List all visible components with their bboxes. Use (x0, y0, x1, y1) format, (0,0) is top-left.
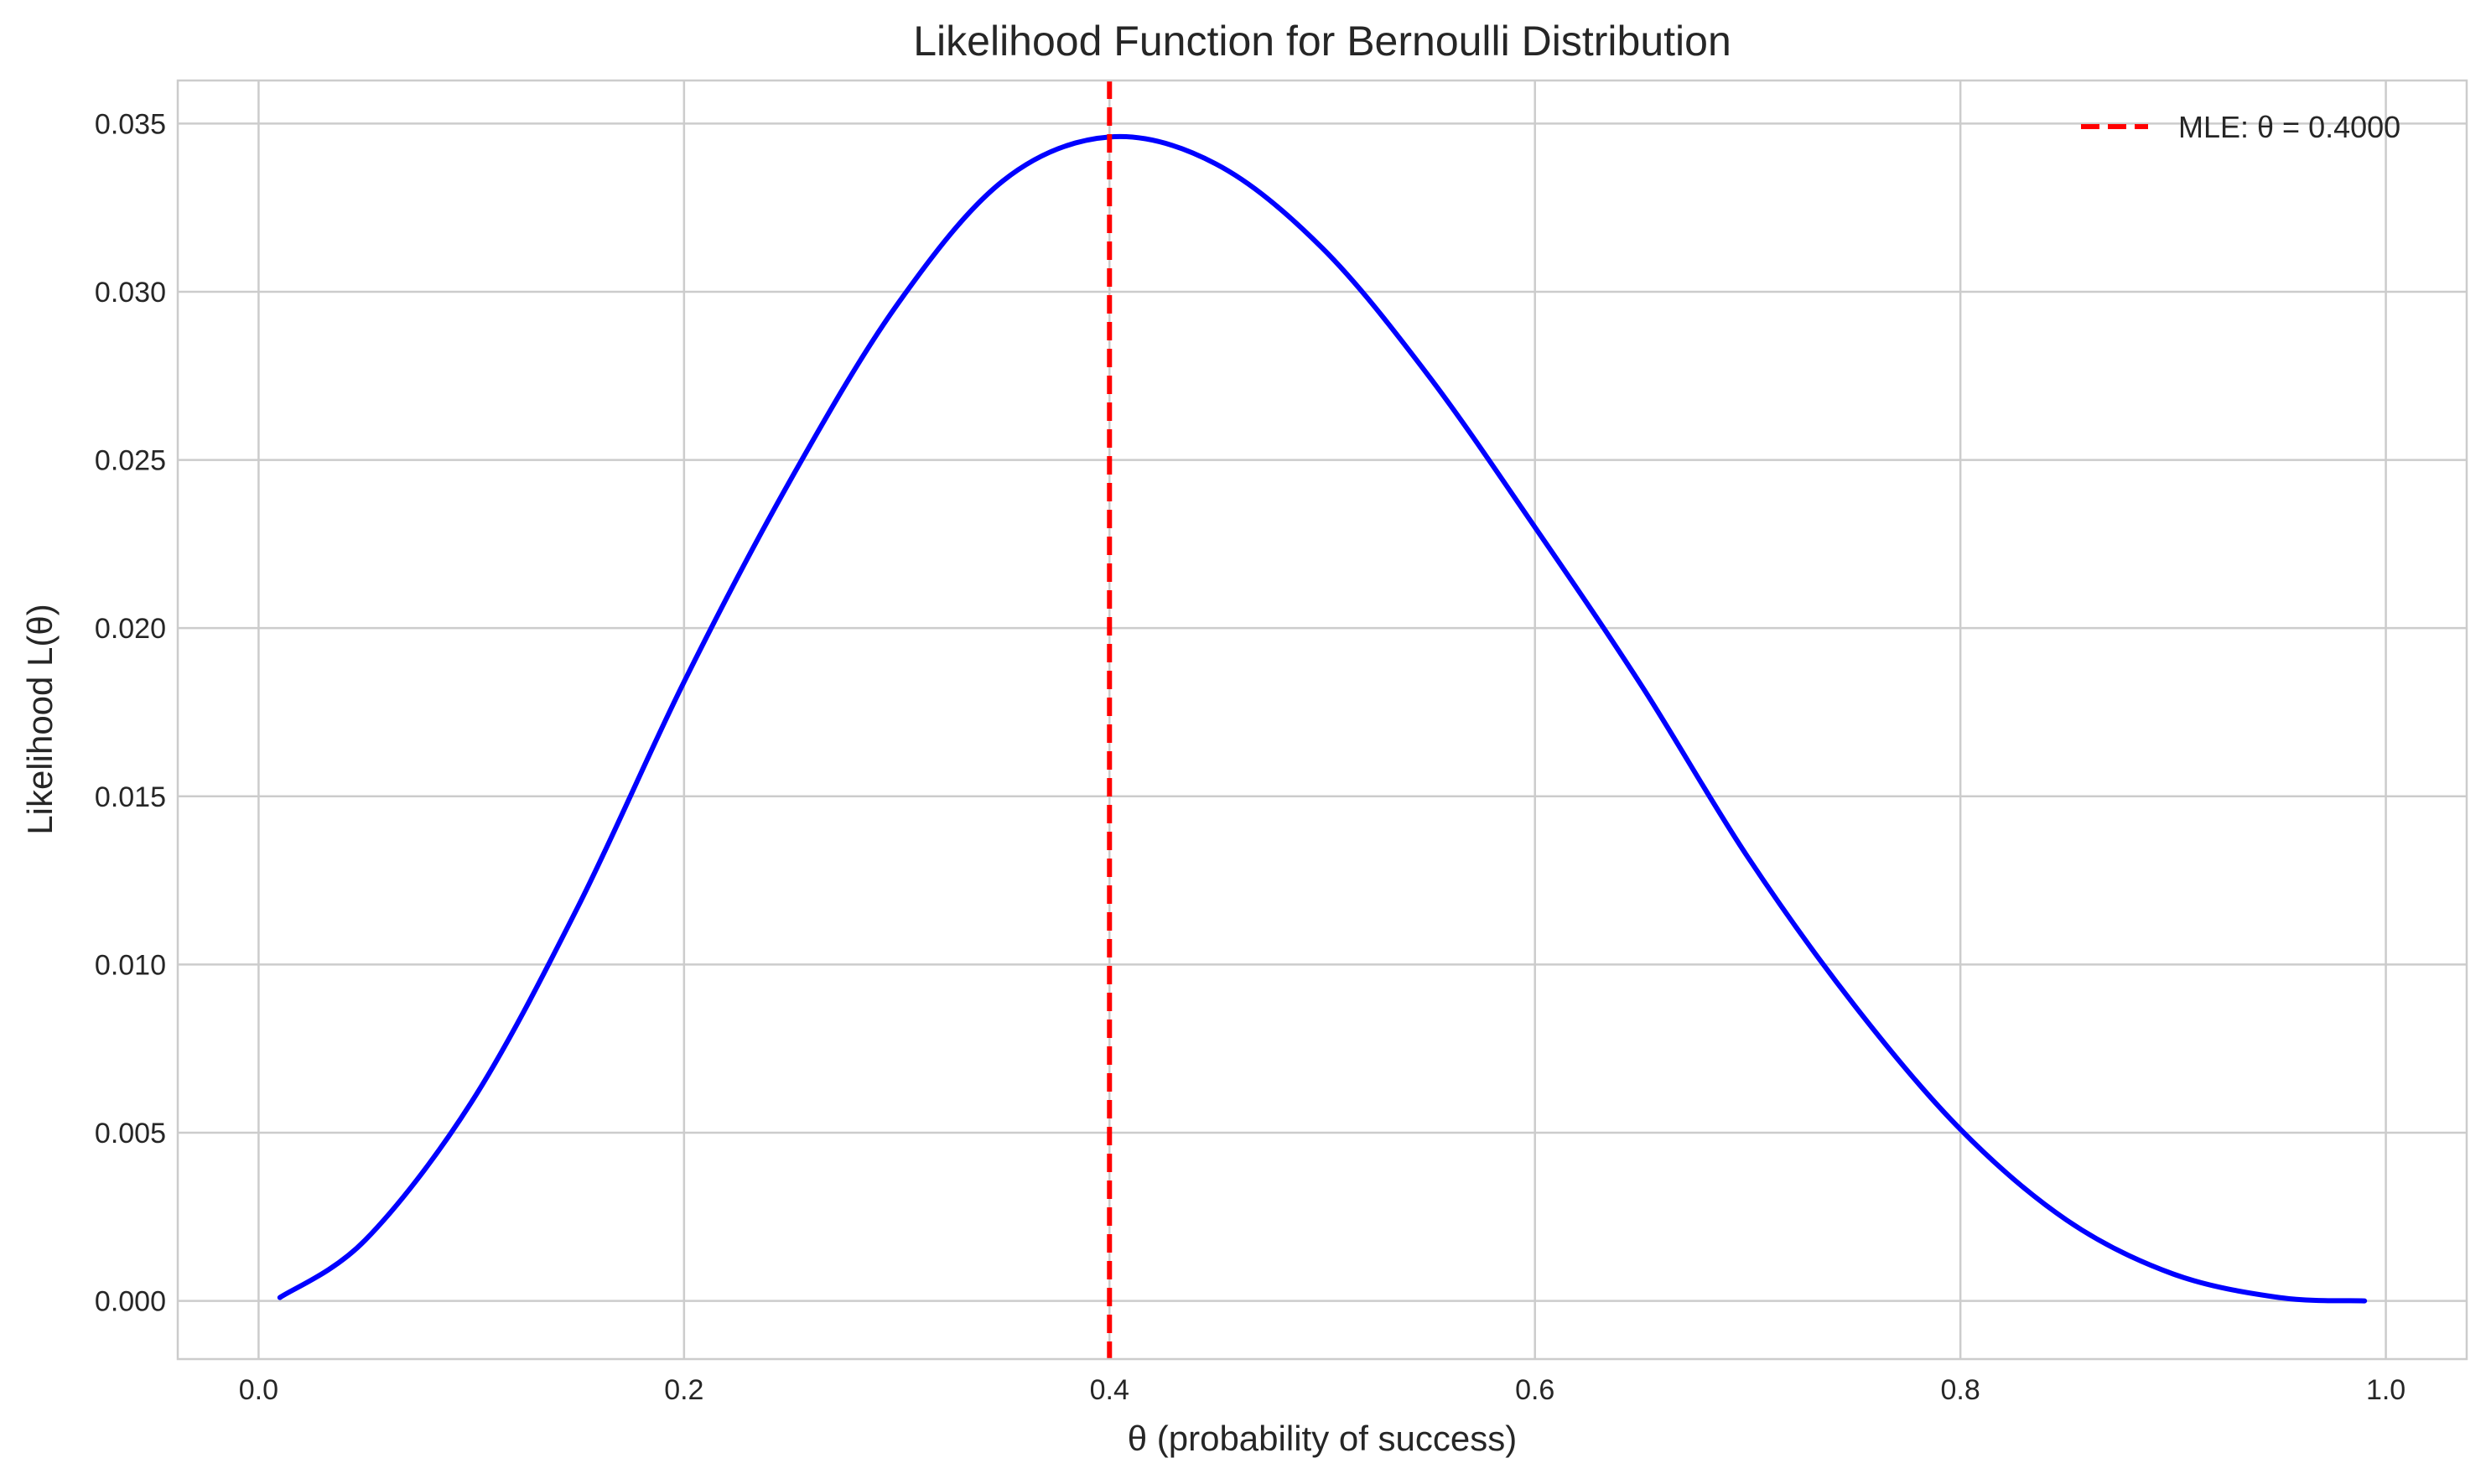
y-tick-label: 0.025 (95, 445, 166, 477)
y-tick-labels: 0.000 0.005 0.010 0.015 0.020 0.025 0.030 0.035 (95, 108, 166, 1317)
x-tick-label: 0.6 (1515, 1374, 1554, 1406)
x-tick-label: 0.8 (1941, 1374, 1980, 1406)
chart-title: Likelihood Function for Bernoulli Distri… (913, 18, 1731, 65)
y-tick-label: 0.010 (95, 949, 166, 981)
y-tick-label: 0.015 (95, 781, 166, 813)
x-tick-labels: 0.0 0.2 0.4 0.6 0.8 1.0 (239, 1374, 2405, 1406)
y-tick-label: 0.030 (95, 277, 166, 309)
legend-label-mle: MLE: θ = 0.4000 (2178, 110, 2400, 144)
y-tick-label: 0.035 (95, 108, 166, 140)
legend: MLE: θ = 0.4000 (2081, 110, 2400, 144)
plot-frame (176, 79, 2468, 1361)
y-tick-label: 0.005 (95, 1118, 166, 1149)
x-tick-label: 0.2 (664, 1374, 703, 1406)
x-tick-label: 0.4 (1090, 1374, 1129, 1406)
likelihood-curve (277, 133, 2368, 1304)
x-tick-label: 0.0 (239, 1374, 278, 1406)
series-layer (277, 80, 2368, 1359)
grid-lines (178, 80, 2467, 1359)
x-tick-label: 1.0 (2366, 1374, 2405, 1406)
x-axis-label: θ (probability of success) (1128, 1419, 1518, 1458)
y-tick-label: 0.000 (95, 1286, 166, 1318)
y-axis-label: Likelihood L(θ) (20, 604, 60, 835)
y-tick-label: 0.020 (95, 613, 166, 645)
